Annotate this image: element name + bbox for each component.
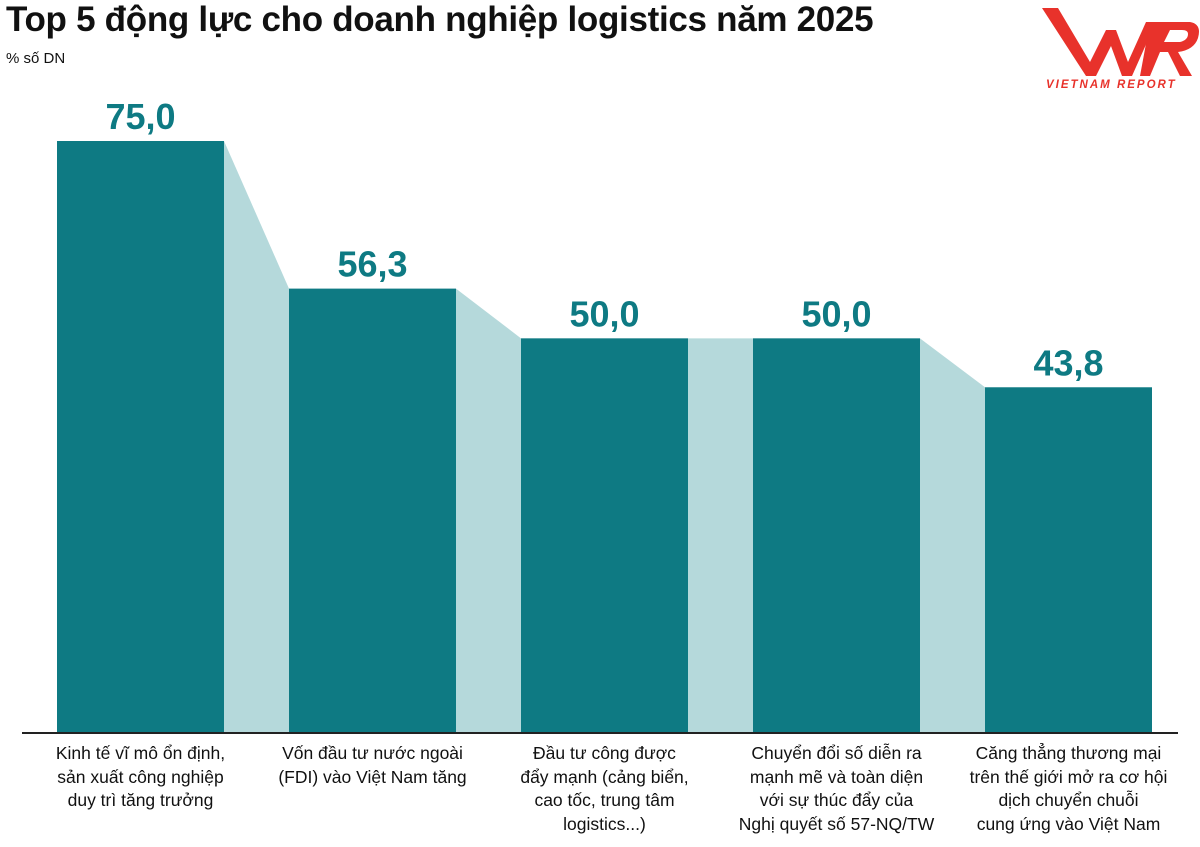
connector-3 — [688, 338, 753, 733]
bar-3 — [521, 338, 688, 733]
chart-title: Top 5 động lực cho doanh nghiệp logistic… — [6, 0, 874, 39]
y-axis-unit: % số DN — [6, 50, 66, 67]
value-label-2: 56,3 — [337, 244, 407, 285]
category-label-2: Vốn đầu tư nước ngoài (FDI) vào Việt Nam… — [278, 743, 467, 787]
bar-4 — [753, 338, 920, 733]
connector-1 — [224, 141, 289, 733]
bar-2 — [289, 288, 456, 733]
category-label-1: Kinh tế vĩ mô ổn định, sản xuất công ngh… — [55, 743, 226, 810]
bar-5 — [985, 387, 1152, 733]
value-label-5: 43,8 — [1033, 342, 1103, 383]
connector-4 — [920, 338, 985, 733]
category-label-3: Đầu tư công được đẩy mạnh (cảng biển, ca… — [520, 743, 689, 834]
vnr-logo — [1042, 8, 1199, 76]
value-label-4: 50,0 — [801, 293, 871, 334]
connector-2 — [456, 288, 521, 733]
category-label-5: Căng thẳng thương mại trên thế giới mở r… — [969, 743, 1168, 834]
category-label-4: Chuyển đổi số diễn ra mạnh mẽ và toàn di… — [738, 743, 935, 834]
value-label-3: 50,0 — [569, 293, 639, 334]
value-label-1: 75,0 — [105, 96, 175, 137]
logo-text: VIETNAM REPORT — [1046, 79, 1177, 91]
bar-1 — [57, 141, 224, 733]
